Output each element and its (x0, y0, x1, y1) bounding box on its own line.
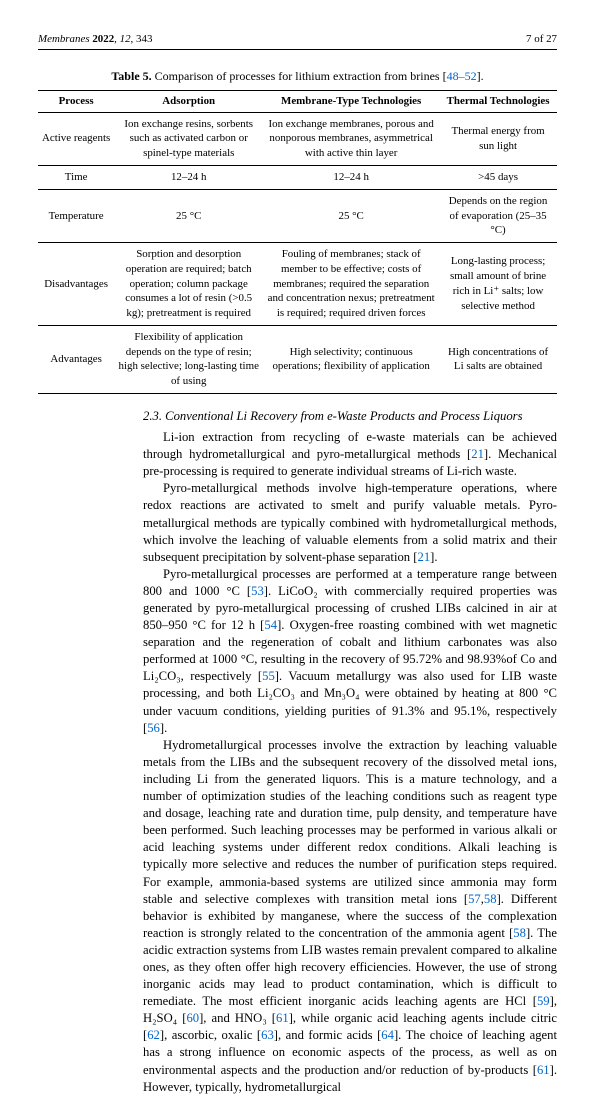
cell: Depends on the region of evaporation (25… (439, 189, 557, 242)
col-membrane: Membrane-Type Technologies (263, 90, 439, 112)
cell: High concentrations of Li salts are obta… (439, 325, 557, 393)
ref-link[interactable]: 62 (147, 1028, 160, 1042)
ref-link[interactable]: 63 (261, 1028, 274, 1042)
table-row: Advantages Flexibility of application de… (38, 325, 557, 393)
table-caption-text: Comparison of processes for lithium extr… (155, 69, 447, 83)
paragraph: Hydrometallurgical processes involve the… (143, 737, 557, 1096)
table-label: Table 5. (111, 69, 151, 83)
body-text: Li-ion extraction from recycling of e-wa… (143, 429, 557, 1096)
cell: Advantages (38, 325, 114, 393)
col-process: Process (38, 90, 114, 112)
cell: 25 °C (114, 189, 263, 242)
ref-link[interactable]: 60 (186, 1011, 199, 1025)
paragraph: Pyro-metallurgical methods involve high-… (143, 480, 557, 565)
ref-link[interactable]: 53 (251, 584, 264, 598)
cell: High selectivity; continuous operations;… (263, 325, 439, 393)
col-adsorption: Adsorption (114, 90, 263, 112)
page-header: Membranes 2022, 12, 343 7 of 27 (38, 32, 557, 50)
paragraph: Pyro-metallurgical processes are perform… (143, 566, 557, 737)
journal-vol: 12 (120, 33, 131, 45)
ref-link[interactable]: 64 (381, 1028, 394, 1042)
cell: Fouling of membranes; stack of member to… (263, 243, 439, 326)
cell: Sorption and desorption operation are re… (114, 243, 263, 326)
cell: Ion exchange membranes, porous and nonpo… (263, 112, 439, 165)
section-heading: 2.3. Conventional Li Recovery from e-Was… (143, 408, 557, 425)
ref-link[interactable]: 57 (468, 892, 481, 906)
table-header-row: Process Adsorption Membrane-Type Technol… (38, 90, 557, 112)
ref-link[interactable]: 58 (484, 892, 497, 906)
cell: Thermal energy from sun light (439, 112, 557, 165)
journal-name: Membranes (38, 33, 90, 45)
cell: Disadvantages (38, 243, 114, 326)
table-body: Active reagents Ion exchange resins, sor… (38, 112, 557, 393)
cell: 12–24 h (114, 166, 263, 190)
page: Membranes 2022, 12, 343 7 of 27 Table 5.… (0, 0, 595, 842)
ref-link[interactable]: 58 (513, 926, 526, 940)
journal-info: Membranes 2022, 12, 343 (38, 32, 152, 47)
ref-link[interactable]: 61 (537, 1063, 550, 1077)
ref-link[interactable]: 48–52 (447, 69, 477, 83)
ref-link[interactable]: 61 (276, 1011, 289, 1025)
cell: Temperature (38, 189, 114, 242)
cell: Flexibility of application depends on th… (114, 325, 263, 393)
col-thermal: Thermal Technologies (439, 90, 557, 112)
page-number: 7 of 27 (526, 32, 557, 47)
cell: Time (38, 166, 114, 190)
content-column: 2.3. Conventional Li Recovery from e-Was… (143, 408, 557, 1096)
table-caption-tail: ]. (477, 69, 484, 83)
ref-link[interactable]: 56 (147, 721, 160, 735)
cell: Active reagents (38, 112, 114, 165)
ref-link[interactable]: 54 (264, 618, 277, 632)
cell: Ion exchange resins, sorbents such as ac… (114, 112, 263, 165)
table-row: Temperature 25 °C 25 °C Depends on the r… (38, 189, 557, 242)
table-caption: Table 5. Comparison of processes for lit… (38, 68, 557, 84)
table-row: Time 12–24 h 12–24 h >45 days (38, 166, 557, 190)
table-row: Disadvantages Sorption and desorption op… (38, 243, 557, 326)
cell: Long-lasting process; small amount of br… (439, 243, 557, 326)
ref-link[interactable]: 59 (537, 994, 550, 1008)
ref-link[interactable]: 21 (471, 447, 484, 461)
journal-article: 343 (136, 33, 152, 45)
table-row: Active reagents Ion exchange resins, sor… (38, 112, 557, 165)
comparison-table: Process Adsorption Membrane-Type Technol… (38, 90, 557, 394)
paragraph: Li-ion extraction from recycling of e-wa… (143, 429, 557, 480)
journal-year: 2022 (92, 33, 114, 45)
ref-link[interactable]: 55 (262, 669, 275, 683)
cell: 12–24 h (263, 166, 439, 190)
cell: 25 °C (263, 189, 439, 242)
cell: >45 days (439, 166, 557, 190)
ref-link[interactable]: 21 (418, 550, 431, 564)
